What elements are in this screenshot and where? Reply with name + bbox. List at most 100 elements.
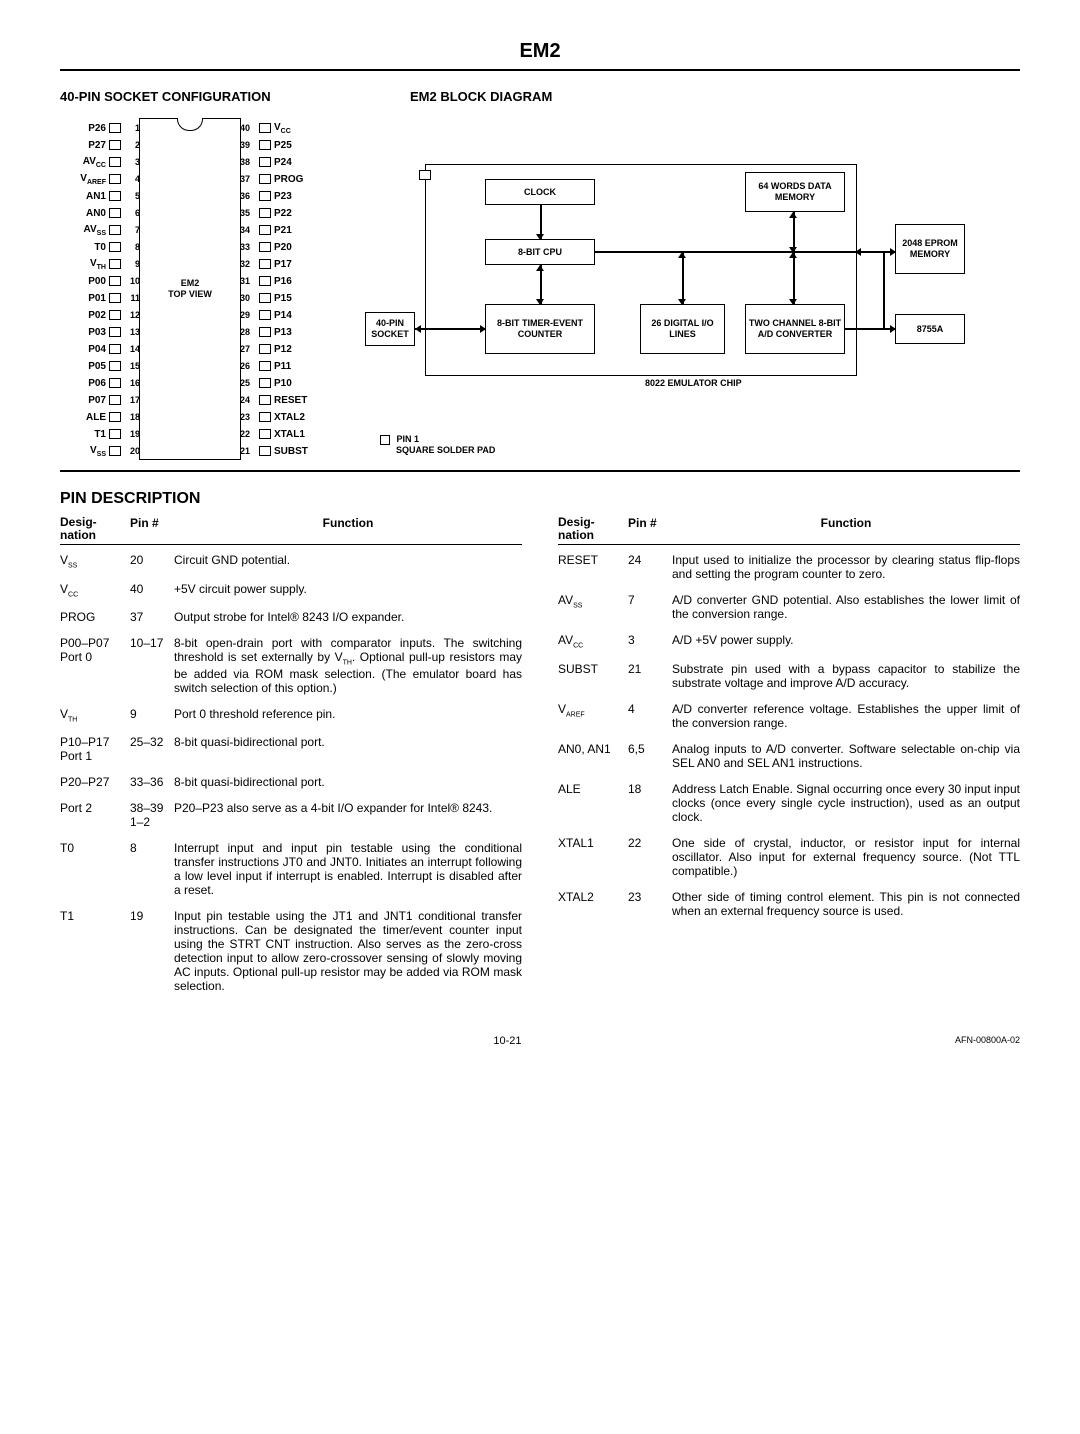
line-socket-timer: [415, 328, 485, 330]
desc-row: VCC40+5V circuit power supply.: [60, 582, 522, 598]
line-adc-ext: [845, 328, 895, 330]
square-pad-icon: [380, 435, 390, 445]
pin-description-title: PIN DESCRIPTION: [60, 490, 1020, 508]
desc-row: AVCC3A/D +5V power supply.: [558, 633, 1020, 649]
arrow-ram-bus: [789, 247, 797, 253]
timer-block: 8-BIT TIMER-EVENT COUNTER: [485, 304, 595, 354]
pin-right-24: 24RESET: [240, 392, 310, 408]
cpu-block: 8-BIT CPU: [485, 239, 595, 265]
ext-block: 8755A: [895, 314, 965, 344]
desc-row: T119Input pin testable using the JT1 and…: [60, 909, 522, 993]
pin-right-34: 34P21: [240, 222, 310, 238]
desc-row: P00–P07 Port 010–178-bit open-drain port…: [60, 636, 522, 694]
arrow-socket-timer: [480, 325, 486, 333]
footer-page: 10-21: [493, 1035, 521, 1047]
top-section: 40-PIN SOCKET CONFIGURATION EM2 TOP VIEW…: [60, 89, 1020, 460]
line-bus-adc: [793, 252, 795, 304]
socket-column: 40-PIN SOCKET CONFIGURATION EM2 TOP VIEW…: [60, 89, 320, 460]
pin-left-19: T119: [70, 426, 140, 442]
desc-row: P10–P17 Port 125–328-bit quasi-bidirecti…: [60, 735, 522, 763]
pin-left-6: AN06: [70, 205, 140, 221]
dip-center-2: TOP VIEW: [168, 289, 212, 299]
dip-center-1: EM2: [181, 278, 200, 288]
pin-right-27: 27P12: [240, 341, 310, 357]
eprom-block: 2048 EPROM MEMORY: [895, 224, 965, 274]
divider: [60, 69, 1020, 71]
bus-horiz: [595, 251, 885, 253]
desc-row: ALE18Address Latch Enable. Signal occurr…: [558, 782, 1020, 824]
pin-right-33: 33P20: [240, 239, 310, 255]
chip-tab-icon: [419, 170, 431, 180]
head-pin-r: Pin #: [628, 516, 672, 542]
pin-left-3: AVCC3: [70, 154, 140, 170]
pin-right-23: 23XTAL2: [240, 409, 310, 425]
arrow-from-eprom: [855, 248, 861, 256]
pin-right-29: 29P14: [240, 307, 310, 323]
arrow-timer-cpu: [536, 265, 544, 271]
pin-right-36: 36P23: [240, 188, 310, 204]
pin1-a: PIN 1: [397, 434, 420, 444]
pin-description-columns: Desig-nation Pin # Function VSS20Circuit…: [60, 516, 1020, 1005]
dip-socket: EM2 TOP VIEW P261P272AVCC3VAREF4AN15AN06…: [60, 118, 320, 460]
dip-body: EM2 TOP VIEW P261P272AVCC3VAREF4AN15AN06…: [139, 118, 241, 460]
pin-left-1: P261: [70, 120, 140, 136]
pin-left-7: AVSS7: [70, 222, 140, 238]
desc-col-right: Desig-nation Pin # Function RESET24Input…: [558, 516, 1020, 1005]
desc-row: AN0, AN16,5Analog inputs to A/D converte…: [558, 742, 1020, 770]
pin-left-14: P0414: [70, 341, 140, 357]
desc-row: XTAL122One side of crystal, inductor, or…: [558, 836, 1020, 878]
page-footer: 10-21 AFN-00800A-02: [60, 1035, 1020, 1047]
pin-left-9: VTH9: [70, 256, 140, 272]
dip-center-label: EM2 TOP VIEW: [168, 278, 212, 300]
divider-2: [60, 470, 1020, 472]
block-title: EM2 BLOCK DIAGRAM: [410, 89, 1020, 104]
footer-code: AFN-00800A-02: [955, 1035, 1020, 1047]
head-func: Function: [174, 516, 522, 542]
arrow-bus-adc: [789, 299, 797, 305]
adc-block: TWO CHANNEL 8-BIT A/D CONVERTER: [745, 304, 845, 354]
arrow-bus-ram: [789, 212, 797, 218]
pin-left-12: P0212: [70, 307, 140, 323]
socket-block: 40-PIN SOCKET: [365, 312, 415, 346]
pin-left-8: T08: [70, 239, 140, 255]
pin-right-26: 26P11: [240, 358, 310, 374]
pin-right-25: 25P10: [240, 375, 310, 391]
desc-row: VAREF4A/D converter reference voltage. E…: [558, 702, 1020, 730]
desc-row: Port 238–39 1–2P20–P23 also serve as a 4…: [60, 801, 522, 829]
pin-left-17: P0717: [70, 392, 140, 408]
arrow-bus-io: [678, 299, 686, 305]
arrow-cpu-timer: [536, 299, 544, 305]
pin-left-20: VSS20: [70, 443, 140, 459]
pin-right-38: 38P24: [240, 154, 310, 170]
desc-row: AVSS7A/D converter GND potential. Also e…: [558, 593, 1020, 621]
desc-row: VSS20Circuit GND potential.: [60, 553, 522, 569]
desc-row: RESET24Input used to initialize the proc…: [558, 553, 1020, 581]
ram-block: 64 WORDS DATA MEMORY: [745, 172, 845, 212]
pin-right-32: 32P17: [240, 256, 310, 272]
line-bus-ram: [793, 212, 795, 252]
pin-right-40: 40VCC: [240, 120, 310, 136]
page-title: EM2: [60, 40, 1020, 63]
desc-header-right: Desig-nation Pin # Function: [558, 516, 1020, 545]
chip-label: 8022 EMULATOR CHIP: [645, 378, 742, 388]
pin1-b: SQUARE SOLDER PAD: [396, 445, 495, 455]
pin-right-28: 28P13: [240, 324, 310, 340]
socket-title: 40-PIN SOCKET CONFIGURATION: [60, 89, 320, 104]
pin-left-15: P0515: [70, 358, 140, 374]
desc-row: T08Interrupt input and input pin testabl…: [60, 841, 522, 897]
desc-col-left: Desig-nation Pin # Function VSS20Circuit…: [60, 516, 522, 1005]
pin-right-39: 39P25: [240, 137, 310, 153]
pin-right-22: 22XTAL1: [240, 426, 310, 442]
desc-row: P20–P2733–368-bit quasi-bidirectional po…: [60, 775, 522, 789]
head-func-r: Function: [672, 516, 1020, 542]
block-diagram-column: EM2 BLOCK DIAGRAM CLOCK 8-BIT CPU 8-BIT …: [350, 89, 1020, 460]
pin-left-13: P0313: [70, 324, 140, 340]
desc-row: SUBST21Substrate pin used with a bypass …: [558, 662, 1020, 690]
head-desig-r: Desig-nation: [558, 516, 628, 542]
desc-row: PROG37Output strobe for Intel® 8243 I/O …: [60, 610, 522, 624]
arrow-io-bus: [678, 252, 686, 258]
io-block: 26 DIGITAL I/O LINES: [640, 304, 725, 354]
pin-right-30: 30P15: [240, 290, 310, 306]
pin-right-31: 31P16: [240, 273, 310, 289]
head-desig: Desig-nation: [60, 516, 130, 542]
